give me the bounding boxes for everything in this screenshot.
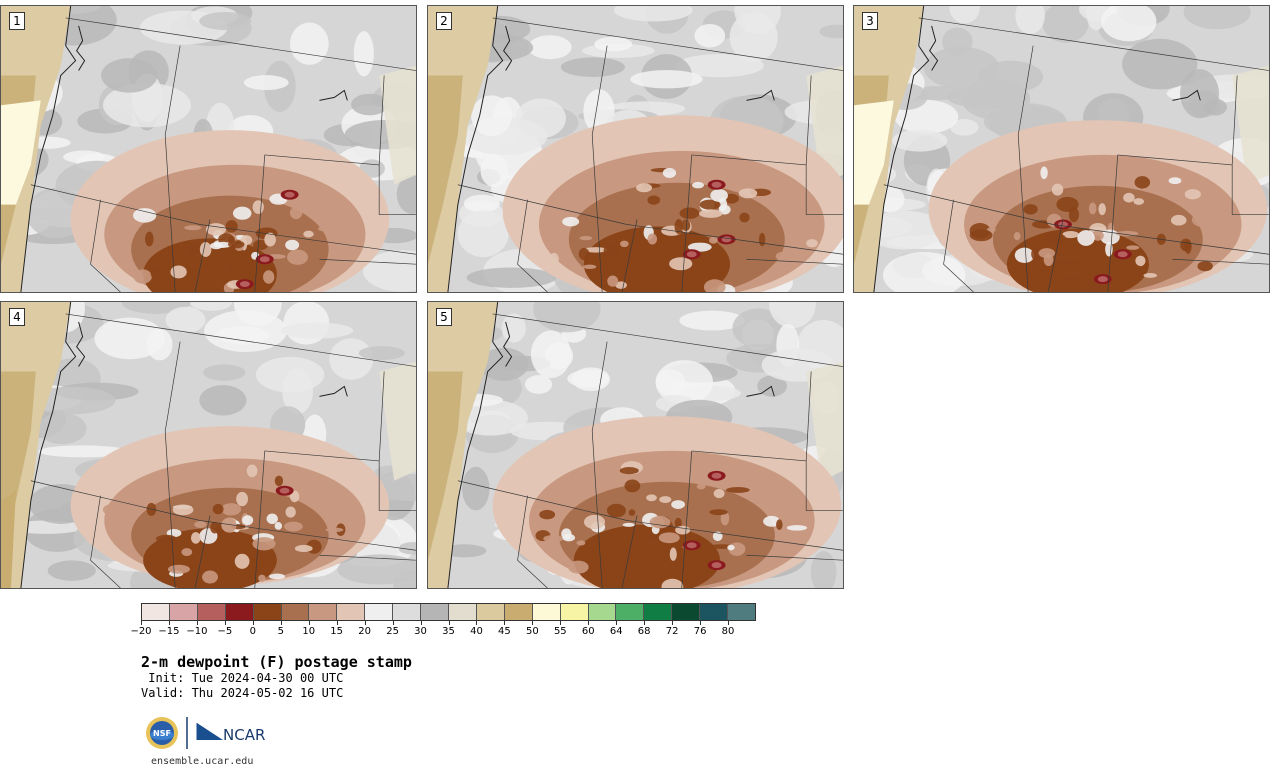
ncar-logo-text: NCAR [223, 726, 265, 744]
colorbar-tick [252, 621, 254, 625]
map-3 [854, 6, 1269, 292]
colorbar-tick-label: 25 [386, 626, 399, 637]
colorbar-tick [224, 621, 226, 625]
map-4 [1, 302, 416, 588]
colorbar-swatch [476, 604, 505, 620]
site-url: ensemble.ucar.edu [151, 756, 254, 767]
colorbar-swatch [588, 604, 617, 620]
colorbar-tick-label: 60 [581, 626, 595, 637]
map-2 [428, 6, 843, 292]
colorbar-tick [532, 621, 534, 625]
colorbar-tick-label: 35 [442, 626, 455, 637]
colorbar-tick-label: −10 [186, 626, 208, 637]
colorbar-tick [392, 621, 394, 625]
colorbar-tick [560, 621, 562, 625]
colorbar-tick [644, 621, 646, 625]
colorbar-tick-label: 5 [277, 626, 284, 637]
colorbar-swatch [169, 604, 198, 620]
colorbar-swatch [616, 604, 645, 620]
nsf-logo: NSF [146, 717, 178, 749]
colorbar-swatch [504, 604, 533, 620]
colorbar-tick-label: 55 [553, 626, 567, 637]
colorbar-tick [672, 621, 674, 625]
panel-number: 3 [862, 12, 878, 30]
colorbar-tick [141, 621, 142, 625]
stamp-panel-1: 1 [0, 5, 417, 293]
valid-time: Valid: Thu 2024-05-02 16 UTC [141, 686, 344, 700]
colorbar-tick [308, 621, 310, 625]
colorbar-swatch [365, 604, 394, 620]
colorbar-tick [728, 621, 730, 625]
colorbar-tick [616, 621, 618, 625]
colorbar-swatch [337, 604, 366, 620]
colorbar-swatch [309, 604, 338, 620]
colorbar-swatch [253, 604, 282, 620]
colorbar-swatch [448, 604, 477, 620]
colorbar-swatch [532, 604, 561, 620]
colorbar-ticks: −20 −15 −10 −5 0 5 10 15 20 25 30 35 40 45 50 55 60 64 68 7… [130, 621, 756, 641]
colorbar-tick-label: 45 [498, 626, 511, 637]
colorbar-tick [448, 621, 450, 625]
colorbar-tick [280, 621, 282, 625]
nsf-logo-text: NSF [153, 729, 171, 738]
colorbar-swatch [728, 604, 755, 620]
colorbar-swatch [700, 604, 729, 620]
colorbar-swatch [560, 604, 589, 620]
colorbar-swatch [421, 604, 449, 620]
colorbar-swatch [644, 604, 673, 620]
colorbar-tick-label: 50 [525, 626, 539, 637]
colorbar-tick-label: 64 [609, 626, 623, 637]
colorbar-tick [588, 621, 590, 625]
colorbar [141, 603, 756, 621]
colorbar-swatch [142, 604, 170, 620]
colorbar-tick-label: −5 [217, 626, 233, 637]
colorbar-tick-label: 15 [330, 626, 344, 637]
colorbar-tick [476, 621, 478, 625]
colorbar-tick-label: −20 [130, 626, 152, 637]
init-time: Init: Tue 2024-04-30 00 UTC [141, 671, 344, 685]
colorbar-tick-label: 68 [637, 626, 651, 637]
colorbar-tick-label: −15 [158, 626, 180, 637]
map-5 [428, 302, 843, 588]
colorbar-tick-label: 0 [249, 626, 256, 637]
stamp-panel-5: 5 [427, 301, 844, 589]
colorbar-tick [700, 621, 702, 625]
colorbar-tick-label: 72 [665, 626, 679, 637]
colorbar-tick [196, 621, 198, 625]
colorbar-tick-label: 76 [693, 626, 707, 637]
colorbar-tick [364, 621, 366, 625]
map-1 [1, 6, 416, 292]
stamp-panel-2: 2 [427, 5, 844, 293]
panel-number: 1 [9, 12, 25, 30]
panel-number: 2 [436, 12, 452, 30]
colorbar-tick [168, 621, 170, 625]
colorbar-swatch [393, 604, 422, 620]
colorbar-swatch [672, 604, 701, 620]
colorbar-tick-label: 30 [414, 626, 427, 637]
stamp-panel-4: 4 [0, 301, 417, 589]
stamp-panel-3: 3 [853, 5, 1270, 293]
colorbar-swatch [225, 604, 254, 620]
map-title: 2-m dewpoint (F) postage stamp [141, 653, 412, 671]
colorbar-tick [336, 621, 338, 625]
colorbar-tick-label: 20 [358, 626, 371, 637]
logos: NSF NCAR [146, 717, 265, 749]
colorbar-swatch [197, 604, 226, 620]
colorbar-tick [420, 621, 422, 625]
colorbar-tick [504, 621, 506, 625]
colorbar-swatch [281, 604, 310, 620]
ncar-logo: NCAR [196, 723, 265, 744]
colorbar-tick-label: 10 [302, 626, 316, 637]
colorbar-tick-label: 80 [721, 626, 735, 637]
panel-number: 4 [9, 308, 25, 326]
panel-number: 5 [436, 308, 452, 326]
colorbar-tick-label: 40 [470, 626, 483, 637]
